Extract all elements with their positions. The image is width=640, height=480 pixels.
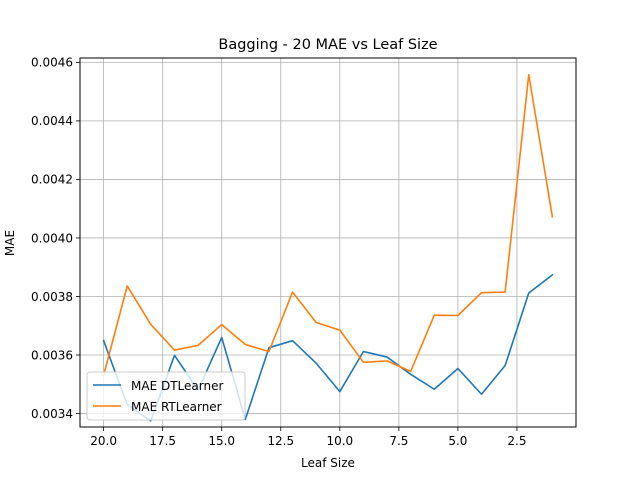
- x-tick-label: 5.0: [448, 434, 467, 448]
- y-tick-label: 0.0038: [31, 290, 73, 304]
- y-tick-label: 0.0036: [31, 348, 73, 362]
- x-tick-label: 15.0: [208, 434, 235, 448]
- x-tick-label: 17.5: [149, 434, 176, 448]
- x-tick-label: 2.5: [507, 434, 526, 448]
- y-tick-label: 0.0046: [31, 56, 73, 70]
- plot-frame: [79, 57, 577, 428]
- x-tick-label: 20.0: [90, 434, 117, 448]
- x-axis-ticks: 20.0 17.5 15.0 12.5 10.0 7.5 5.0 2.5: [90, 427, 526, 448]
- x-axis-label: Leaf Size: [301, 456, 355, 470]
- chart-title: Bagging - 20 MAE vs Leaf Size: [218, 37, 437, 53]
- legend-label-rtlearner: MAE RTLearner: [131, 400, 222, 414]
- legend: MAE DTLearner MAE RTLearner: [86, 371, 246, 421]
- x-tick-label: 7.5: [389, 434, 408, 448]
- series-line-dtlearner: [102, 273, 554, 422]
- y-axis-ticks: 0.0034 0.0036 0.0038 0.0040 0.0042 0.0044 0.00…: [31, 56, 80, 421]
- legend-box: [86, 371, 246, 421]
- y-tick-label: 0.0044: [31, 114, 73, 128]
- series-lines: [102, 73, 554, 422]
- legend-label-dtlearner: MAE DTLearner: [131, 379, 223, 393]
- x-tick-label: 10.0: [326, 434, 353, 448]
- series-line-rtlearner: [102, 73, 554, 377]
- y-tick-label: 0.0034: [31, 407, 73, 421]
- y-tick-label: 0.0040: [31, 231, 73, 245]
- x-tick-label: 12.5: [267, 434, 294, 448]
- y-axis-label: MAE: [3, 230, 17, 256]
- y-tick-label: 0.0042: [31, 173, 73, 187]
